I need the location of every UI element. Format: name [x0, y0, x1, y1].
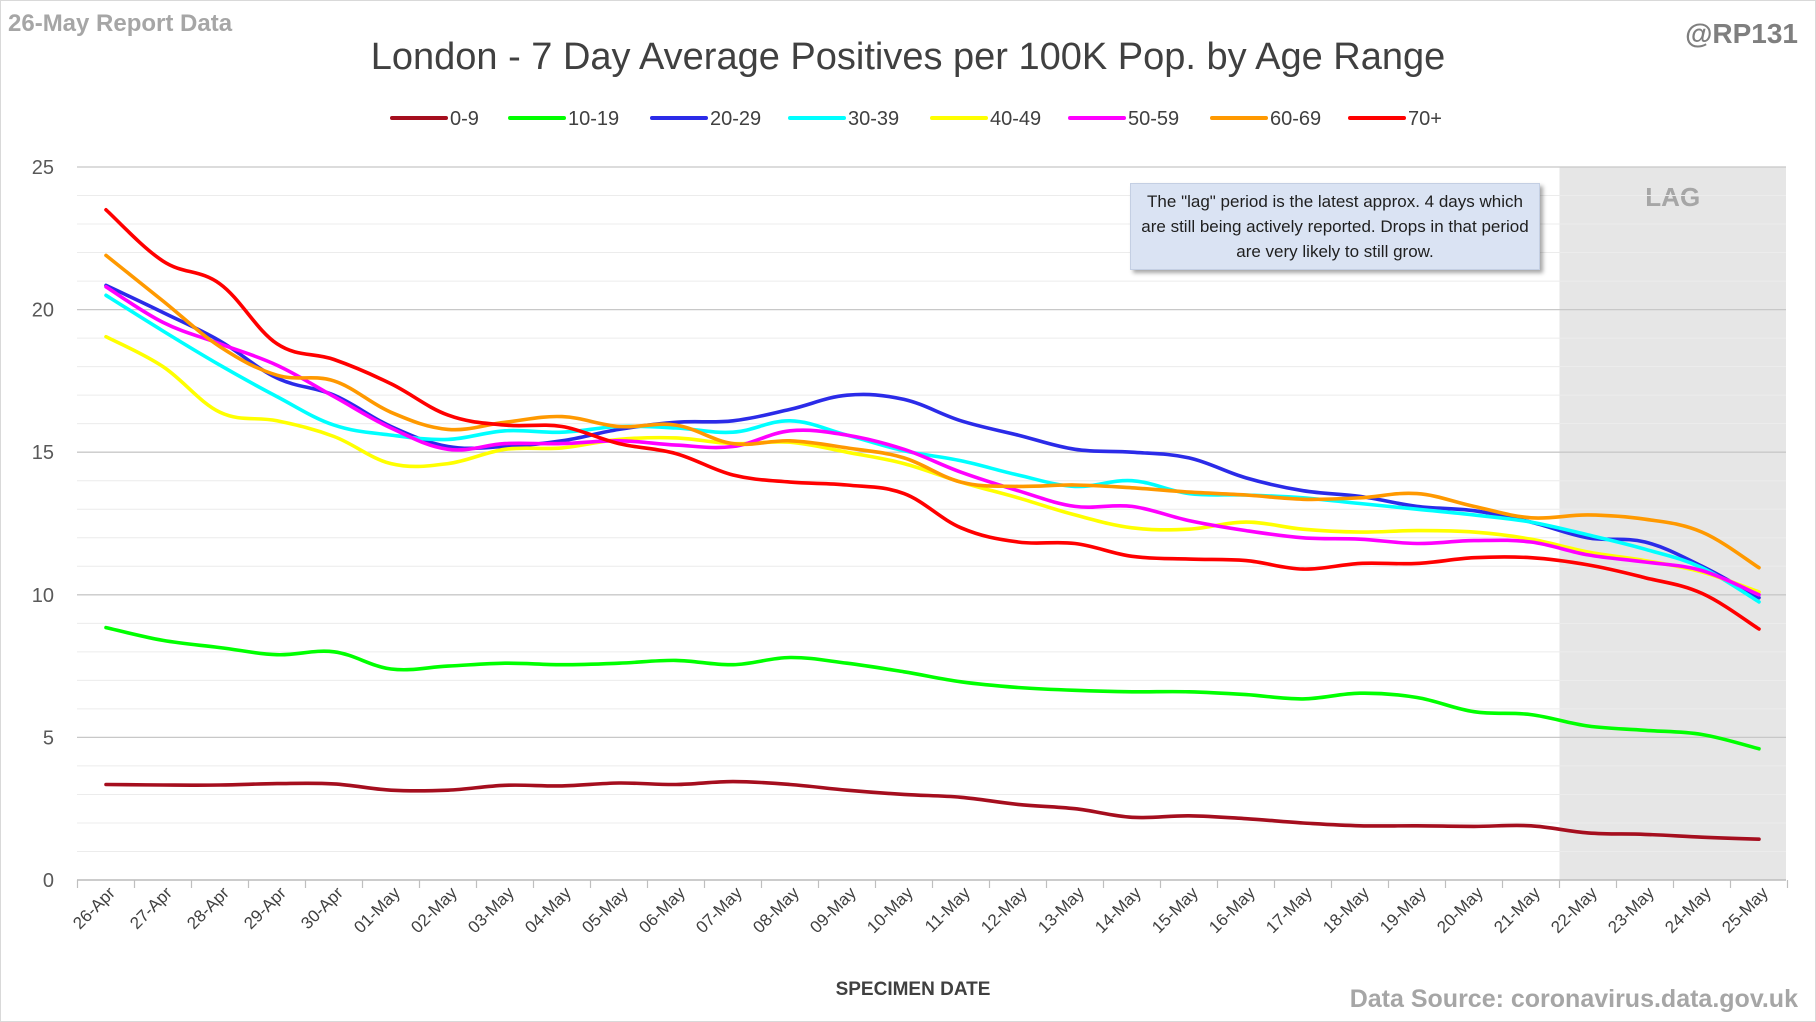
x-tick-label: 27-Apr [126, 883, 176, 933]
x-tick-label: 10-May [863, 883, 917, 937]
x-tick-label: 30-Apr [297, 883, 347, 933]
legend: 0-9 10-19 20-29 30-39 40-49 50-59 60-69 70+ [390, 108, 1442, 130]
series-line-60-69 [104, 253, 1761, 570]
legend-label: 20-29 [710, 108, 761, 130]
x-tick-label: 05-May [578, 883, 632, 937]
x-axis-label: SPECIMEN DATE [836, 979, 991, 1000]
legend-label: 50-59 [1128, 108, 1179, 130]
x-tick-label: 28-Apr [183, 883, 233, 933]
report-label: 26-May Report Data [8, 10, 233, 37]
series-line-70+ [104, 208, 1761, 631]
x-tick-label: 18-May [1319, 883, 1373, 937]
x-tick-label: 13-May [1034, 883, 1088, 937]
x-tick-label: 26-Apr [69, 883, 119, 933]
legend-label: 0-9 [450, 108, 479, 130]
x-tick-label: 17-May [1262, 883, 1316, 937]
x-tick-label: 12-May [977, 883, 1031, 937]
series-line-0-9 [104, 779, 1761, 841]
legend-label: 40-49 [990, 108, 1041, 130]
x-tick-label: 06-May [635, 883, 689, 937]
legend-label: 30-39 [848, 108, 899, 130]
series-line-20-29 [104, 283, 1761, 600]
x-tick-label: 01-May [350, 883, 404, 937]
x-tick-label: 23-May [1604, 883, 1658, 937]
y-tick-label: 20 [32, 300, 54, 322]
x-tick-label: 02-May [407, 883, 461, 937]
lag-label: LAG [1645, 182, 1700, 212]
x-tick-label: 16-May [1205, 883, 1259, 937]
y-tick-label: 5 [43, 727, 54, 749]
x-tick-label: 22-May [1547, 883, 1601, 937]
x-tick-label: 04-May [521, 883, 575, 937]
y-axis: 0 5 10 15 20 25 [32, 157, 54, 892]
lag-annotation: The "lag" period is the latest approx. 4… [1130, 183, 1540, 270]
series-lines [104, 208, 1761, 841]
x-tick-label: 15-May [1148, 883, 1202, 937]
y-tick-label: 25 [32, 157, 54, 179]
data-source-label: Data Source: coronavirus.data.gov.uk [1349, 985, 1798, 1013]
x-tick-label: 03-May [464, 883, 518, 937]
x-axis: 26-Apr 27-Apr 28-Apr 29-Apr 30-Apr 01-May 02-M… [69, 879, 1789, 937]
author-handle: @RP131 [1685, 18, 1798, 49]
x-tick-label: 20-May [1433, 883, 1487, 937]
x-tick-label: 08-May [749, 883, 803, 937]
series-line-40-49 [104, 334, 1761, 594]
x-tick-label: 14-May [1091, 883, 1145, 937]
y-tick-label: 15 [32, 442, 54, 464]
legend-label: 60-69 [1270, 108, 1321, 130]
x-tick-label: 19-May [1376, 883, 1430, 937]
x-tick-label: 29-Apr [240, 883, 290, 933]
x-tick-label: 24-May [1661, 883, 1715, 937]
x-tick-label: 11-May [921, 883, 974, 936]
series-line-50-59 [104, 285, 1761, 597]
legend-label: 10-19 [568, 108, 619, 130]
legend-label: 70+ [1408, 108, 1442, 130]
x-tick-label: 07-May [692, 883, 746, 937]
x-tick-label: 25-May [1718, 883, 1772, 937]
y-tick-label: 10 [32, 585, 54, 607]
chart-title: London - 7 Day Average Positives per 100… [370, 36, 1446, 78]
x-tick-label: 09-May [806, 883, 860, 937]
series-line-10-19 [104, 625, 1761, 751]
y-tick-label: 0 [43, 870, 54, 892]
x-tick-label: 21-May [1490, 883, 1544, 937]
